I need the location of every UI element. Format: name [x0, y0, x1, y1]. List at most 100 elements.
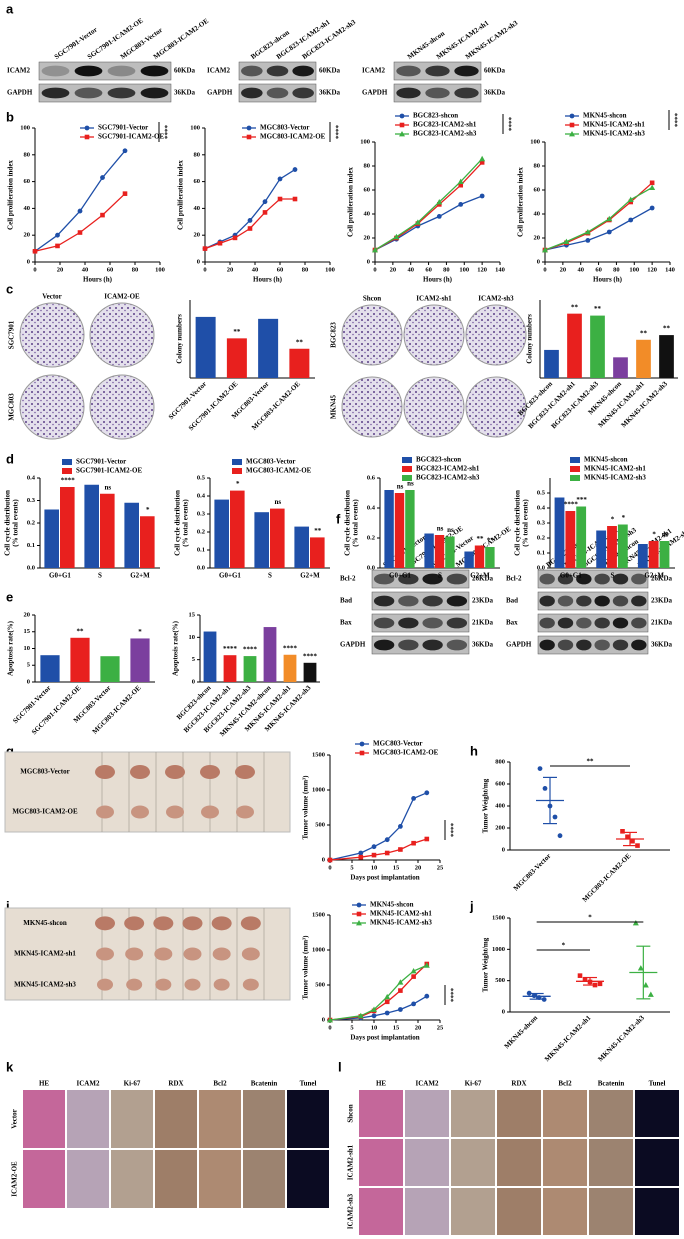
y-tick-label: 20 — [24, 611, 31, 618]
legend-swatch — [232, 459, 242, 465]
y-tick-label: 0 — [502, 1008, 505, 1015]
marker — [569, 122, 575, 128]
y-tick-label: 5 — [192, 656, 196, 663]
marker — [552, 814, 558, 820]
marker — [537, 766, 543, 771]
significance-label: ns — [104, 483, 111, 491]
blot-strip — [371, 635, 470, 655]
bar — [283, 654, 297, 682]
blot-band — [266, 87, 289, 99]
tumor — [97, 978, 113, 991]
marker — [436, 202, 442, 207]
blot-band — [576, 639, 592, 651]
legend-label: MKN45-ICAM2-sh1 — [583, 121, 645, 129]
histology-image — [111, 1090, 153, 1148]
row-label: MGC803 — [8, 393, 16, 421]
y-axis-title: Cell cycle distribution — [4, 490, 12, 556]
x-axis-title: Days post implantation — [350, 1034, 419, 1042]
panel-label: c — [6, 281, 13, 296]
y-tick-label: 0.4 — [367, 504, 376, 511]
marker — [436, 199, 443, 205]
bar — [464, 551, 474, 568]
marker — [424, 790, 430, 796]
significance-label: ** — [77, 627, 85, 635]
x-tick-label: 20 — [560, 266, 567, 273]
histology-image — [497, 1188, 541, 1235]
blot-band — [74, 65, 103, 77]
blot-strip — [38, 83, 172, 103]
blot-strip — [371, 613, 470, 633]
histology-image — [359, 1139, 403, 1186]
legend-swatch — [570, 466, 580, 472]
blot-band — [398, 617, 419, 629]
x-tick-label: 0 — [543, 266, 546, 273]
marker — [398, 988, 403, 993]
bar — [659, 541, 670, 568]
bar — [554, 497, 565, 568]
histology-image — [405, 1188, 449, 1235]
y-axis-title: Cell proliferation index — [517, 167, 525, 237]
x-tick-label: G0+G1 — [389, 572, 411, 580]
tumor — [125, 947, 144, 961]
significance-label: **** — [243, 646, 258, 654]
x-tick-label: 10 — [371, 864, 378, 871]
legend-swatch — [402, 466, 412, 472]
bar — [485, 547, 495, 568]
marker — [399, 122, 405, 128]
x-tick-label: 80 — [613, 266, 620, 273]
blot-row-label: Bad — [340, 597, 352, 605]
blot-row-label: GAPDH — [7, 89, 33, 97]
significance-label: ** — [640, 329, 648, 337]
blot-band — [631, 595, 647, 607]
marker — [642, 982, 649, 988]
x-tick-label: 40 — [577, 266, 584, 273]
significance-label: ** — [594, 305, 602, 313]
bar — [140, 516, 155, 568]
x-tick-label: 60 — [595, 266, 602, 273]
column-label: Shcon — [363, 295, 381, 303]
y-axis-title: Cell cycle distribution — [514, 490, 522, 556]
histology-image — [543, 1090, 587, 1137]
blot-row-label: Bax — [506, 619, 518, 627]
blot-band — [539, 639, 555, 651]
y-tick-label: 0 — [27, 678, 30, 685]
y-tick-label: 0 — [27, 258, 30, 265]
tumor — [153, 916, 174, 931]
y-tick-label: 0 — [197, 258, 200, 265]
column-label: ICAM2 — [77, 1080, 100, 1088]
significance-label: * — [652, 531, 656, 539]
bar — [405, 490, 415, 568]
blot-strip — [371, 569, 470, 589]
significance-label: **** — [564, 501, 579, 509]
y-axis-title: Cell cycle distribution — [174, 490, 182, 556]
legend-label: MKN45-shcon — [583, 112, 627, 120]
column-label: ICAM2-OE — [104, 293, 140, 301]
x-tick-label: 0 — [33, 266, 36, 273]
series-line — [544, 182, 653, 251]
y-axis-title: Cell proliferation index — [347, 167, 355, 237]
y-tick-label: 100 — [190, 124, 200, 131]
panel-label: a — [6, 1, 14, 16]
significance-label: **** — [223, 645, 238, 653]
bar — [445, 536, 455, 568]
blot-band — [557, 595, 574, 607]
legend-label: BGC823-ICAM2-sh1 — [416, 465, 480, 473]
x-tick-label: 25 — [437, 1024, 444, 1031]
colony-plate — [89, 374, 155, 440]
column-label: RDX — [511, 1080, 526, 1088]
y-axis-title: (% total events) — [352, 499, 360, 547]
blot-band — [454, 65, 479, 77]
marker — [277, 176, 283, 182]
marker — [597, 981, 603, 987]
significance-label: ** — [314, 527, 322, 535]
marker — [632, 920, 639, 926]
colony-plate — [19, 374, 85, 440]
blot-band — [446, 617, 468, 629]
marker — [569, 113, 575, 119]
significance-label: ** — [477, 535, 485, 543]
marker — [557, 833, 563, 839]
x-tick-label: 10 — [371, 1024, 378, 1031]
x-tick-label: 5 — [350, 1024, 354, 1031]
histology-image — [155, 1150, 197, 1208]
tumor — [201, 805, 219, 819]
